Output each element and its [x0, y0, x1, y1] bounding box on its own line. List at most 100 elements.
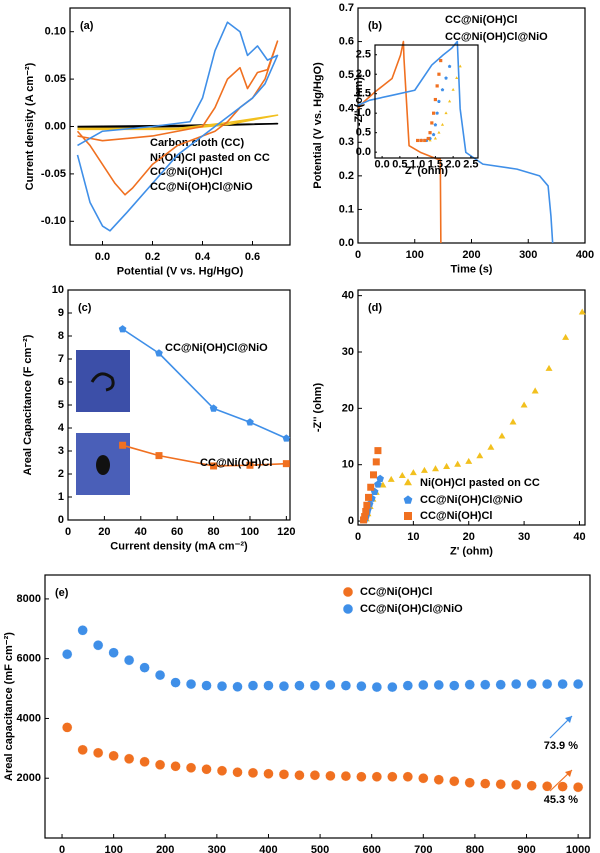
marker	[464, 679, 475, 690]
x-tick-label: 0.4	[195, 251, 211, 263]
x-tick-label: 1.5	[428, 158, 443, 170]
x-tick-label: 40	[135, 526, 147, 538]
marker	[387, 771, 398, 782]
marker	[139, 662, 150, 673]
marker	[185, 762, 197, 773]
marker	[154, 759, 166, 770]
y-tick-label: 0.10	[45, 26, 66, 38]
marker	[447, 64, 452, 68]
marker	[372, 458, 380, 466]
marker	[443, 462, 451, 469]
x-tick-label: 0.0	[374, 158, 389, 170]
marker	[439, 58, 443, 63]
y-tick-label: 0.7	[339, 2, 354, 14]
x-tick-label: 0.0	[95, 251, 110, 263]
marker	[480, 679, 491, 690]
marker	[526, 780, 537, 791]
marker	[365, 493, 373, 501]
y-axis-label: -Z'' (ohm)	[353, 77, 365, 127]
y-tick-label: 0	[348, 515, 354, 527]
legend-entry: Carbon cloth (CC)	[150, 137, 244, 149]
arrow-head	[565, 716, 572, 723]
marker	[449, 776, 460, 787]
y-axis-label: Current density (A cm⁻²)	[24, 62, 36, 190]
y-tick-label: -0.10	[41, 215, 66, 227]
y-tick-label: 7	[58, 353, 64, 365]
marker	[545, 364, 553, 371]
marker	[263, 680, 274, 691]
marker	[495, 779, 506, 790]
marker	[325, 679, 336, 691]
photo-detail	[96, 455, 110, 475]
marker	[108, 750, 119, 762]
marker	[447, 99, 452, 103]
x-tick-label: 800	[466, 844, 484, 853]
marker	[476, 452, 484, 459]
marker	[428, 131, 432, 135]
y-tick-label: 0.2	[339, 170, 354, 182]
annotation: 73.9 %	[544, 740, 578, 752]
marker	[263, 768, 274, 779]
marker	[433, 123, 438, 127]
marker	[370, 471, 378, 479]
marker	[578, 308, 586, 315]
marker	[498, 432, 506, 439]
panel-label: (e)	[55, 587, 69, 599]
marker	[420, 466, 428, 473]
marker	[123, 654, 135, 666]
marker	[428, 138, 432, 142]
marker	[433, 97, 437, 102]
plot-frame	[44, 574, 591, 839]
x-tick-label: 0	[355, 249, 361, 261]
marker	[562, 333, 570, 340]
marker	[526, 678, 537, 690]
marker	[340, 680, 352, 691]
x-tick-label: 1000	[566, 844, 590, 853]
y-tick-label: 0.05	[45, 73, 66, 85]
marker	[465, 457, 473, 464]
marker	[437, 72, 441, 76]
marker	[387, 681, 398, 693]
marker	[374, 447, 382, 455]
x-tick-label: 120	[277, 526, 295, 538]
y-tick-label: 10	[342, 459, 354, 471]
marker	[309, 770, 321, 781]
marker	[361, 513, 369, 521]
x-tick-label: 30	[518, 531, 530, 543]
marker	[426, 136, 430, 141]
marker	[437, 130, 441, 134]
legend-entry: Ni(OH)Cl pasted on CC	[420, 477, 540, 489]
x-tick-label: 2.0	[445, 158, 460, 170]
marker	[449, 680, 460, 691]
y-axis-label: -Z'' (ohm)	[312, 383, 324, 433]
marker	[92, 640, 104, 651]
x-tick-label: 400	[259, 844, 277, 853]
marker	[282, 434, 291, 442]
marker	[464, 777, 475, 788]
x-tick-label: 0.5	[392, 158, 407, 170]
marker	[418, 773, 429, 784]
marker	[557, 678, 568, 690]
marker	[433, 136, 437, 140]
x-tick-label: 200	[156, 844, 174, 853]
x-tick-label: 0	[59, 844, 65, 853]
marker	[432, 465, 439, 472]
marker	[185, 678, 197, 690]
marker	[419, 138, 423, 143]
marker	[433, 679, 444, 691]
series-line	[357, 40, 554, 244]
marker	[123, 753, 135, 765]
y-tick-label: 30	[342, 346, 354, 358]
y-tick-label: 0.0	[356, 146, 371, 158]
marker	[510, 678, 522, 690]
marker	[510, 779, 522, 791]
y-tick-label: 1	[58, 491, 64, 503]
marker	[340, 770, 352, 782]
x-tick-label: 80	[207, 526, 219, 538]
legend-entry: CC@Ni(OH)Cl	[150, 166, 222, 178]
marker	[356, 771, 367, 782]
x-tick-label: 0	[65, 526, 71, 538]
y-tick-label: 1.0	[356, 107, 371, 119]
y-tick-label: 0.00	[45, 120, 66, 132]
